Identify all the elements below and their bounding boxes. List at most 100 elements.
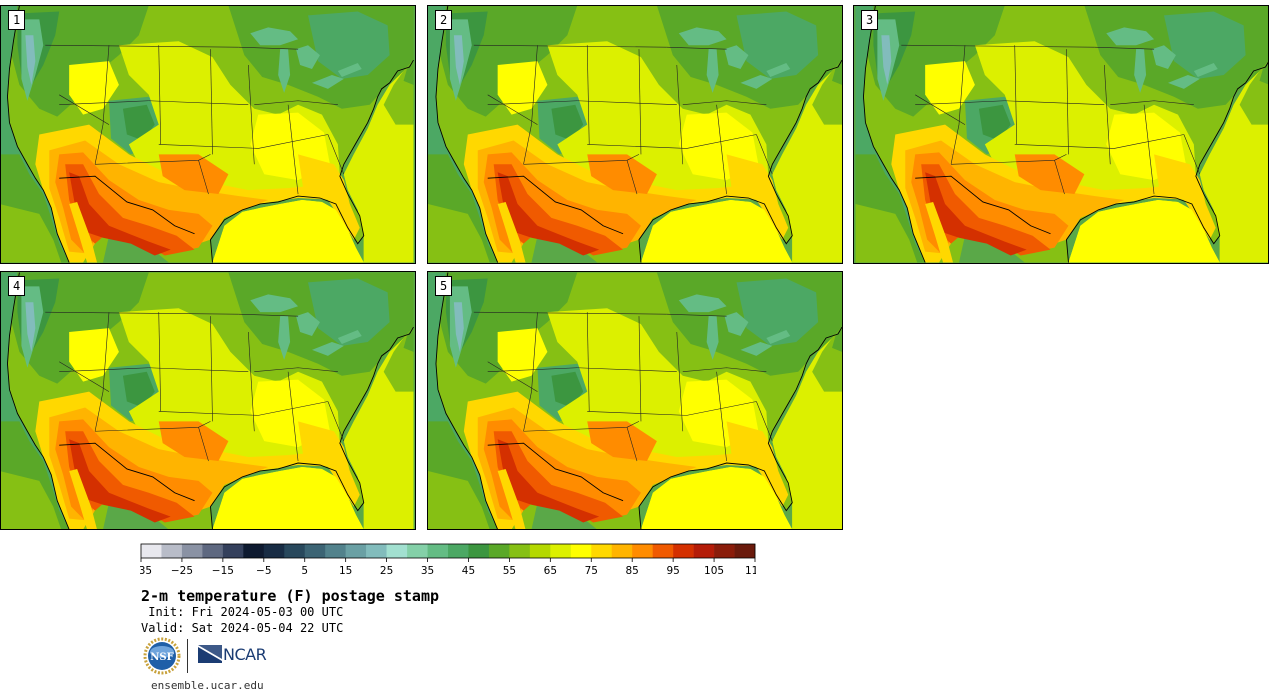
state-border	[158, 312, 162, 412]
temperature-region	[298, 421, 360, 507]
colorbar-swatch	[734, 544, 756, 558]
water-region	[403, 60, 414, 85]
water-region	[296, 45, 320, 70]
colorbar-tick-label: 35	[421, 565, 434, 577]
colorbar-swatch	[488, 544, 510, 558]
colorbar-swatch	[570, 544, 592, 558]
state-border	[148, 367, 249, 373]
state-border	[254, 100, 338, 106]
water-region	[1, 204, 62, 263]
temperature-region	[1014, 154, 1085, 195]
colorbar-tick-label: 65	[544, 565, 557, 577]
colorbar-swatch	[673, 544, 694, 558]
state-border	[523, 45, 538, 165]
state-border	[158, 401, 328, 416]
state-border	[327, 134, 345, 175]
coastline	[435, 6, 842, 263]
state-border	[198, 160, 209, 195]
colorbar-tick-label: −15	[212, 565, 234, 577]
state-border	[473, 44, 667, 48]
water-region	[724, 312, 749, 337]
temperature-region	[497, 439, 600, 523]
coastline	[487, 175, 624, 235]
colorbar-swatch	[222, 544, 244, 558]
state-border	[676, 65, 684, 165]
nsf-logo-text: NSF	[150, 652, 173, 663]
state-border	[950, 45, 966, 165]
water-region	[1068, 199, 1220, 263]
state-border	[287, 104, 299, 195]
temperature-map	[854, 6, 1268, 263]
colorbar-swatch	[345, 544, 367, 558]
panel-label: 2	[435, 10, 453, 30]
colorbar-tick-label: 55	[503, 565, 516, 577]
state-border	[1054, 160, 1065, 195]
temperature-region	[453, 35, 464, 85]
state-border	[254, 367, 338, 373]
water-region	[1134, 49, 1147, 93]
temperature-region	[69, 172, 171, 256]
water-region	[641, 466, 792, 529]
colorbar-swatch	[714, 544, 735, 558]
chart-title: 2-m temperature (F) postage stamp	[141, 587, 440, 605]
colorbar-tick-label: 85	[626, 565, 639, 577]
state-border	[666, 313, 727, 317]
state-border	[586, 312, 590, 412]
state-border	[577, 100, 677, 106]
state-border	[676, 332, 684, 432]
state-border	[1183, 134, 1201, 175]
logo-separator	[187, 639, 188, 673]
temperature-region	[69, 439, 171, 523]
temperature-region	[551, 104, 584, 141]
water-region	[766, 330, 791, 344]
temperature-region	[587, 154, 657, 195]
water-region	[278, 316, 291, 360]
colorbar-swatch	[263, 544, 285, 558]
water-region	[1152, 45, 1176, 70]
water-region	[296, 312, 320, 337]
water-region	[1167, 74, 1200, 89]
coastline	[487, 442, 624, 502]
ensemble-panel-1: 1	[0, 5, 416, 264]
state-border	[158, 134, 328, 149]
state-border	[523, 312, 538, 432]
state-border	[248, 332, 255, 432]
temperature-region	[551, 371, 584, 408]
water-region	[278, 49, 291, 93]
state-border	[487, 94, 538, 125]
water-region	[311, 341, 344, 356]
colorbar-tick-label: 95	[666, 565, 679, 577]
colorbar-swatch	[632, 544, 653, 558]
state-border	[577, 367, 677, 373]
temperature-region	[122, 104, 155, 141]
ensemble-panel-3: 3	[853, 5, 1269, 264]
temperature-region	[925, 172, 1027, 256]
temperature-region	[158, 421, 229, 462]
water-region	[678, 27, 727, 46]
ensemble-panel-4: 4	[0, 271, 416, 530]
coastline	[863, 6, 1268, 263]
state-border	[586, 45, 590, 145]
ncar-logo: NCAR	[197, 643, 275, 669]
panel-label: 3	[861, 10, 879, 30]
state-border	[1014, 45, 1018, 145]
water-region	[1193, 63, 1218, 77]
colorbar-swatch	[529, 544, 551, 558]
water-region	[724, 45, 749, 70]
colorbar-swatch	[366, 544, 387, 558]
water-region	[706, 49, 719, 93]
state-border	[716, 104, 727, 195]
water-region	[832, 60, 842, 85]
water-region	[740, 74, 773, 89]
coastline	[59, 442, 195, 502]
state-border	[1110, 100, 1194, 106]
state-border	[59, 361, 110, 392]
water-region	[706, 316, 719, 360]
temperature-region	[881, 35, 892, 85]
water-region	[250, 27, 299, 46]
site-url: ensemble.ucar.edu	[151, 679, 264, 692]
water-region	[740, 341, 773, 356]
state-border	[1103, 65, 1111, 165]
colorbar-tick-label: 115	[745, 565, 756, 577]
state-border	[523, 154, 640, 165]
